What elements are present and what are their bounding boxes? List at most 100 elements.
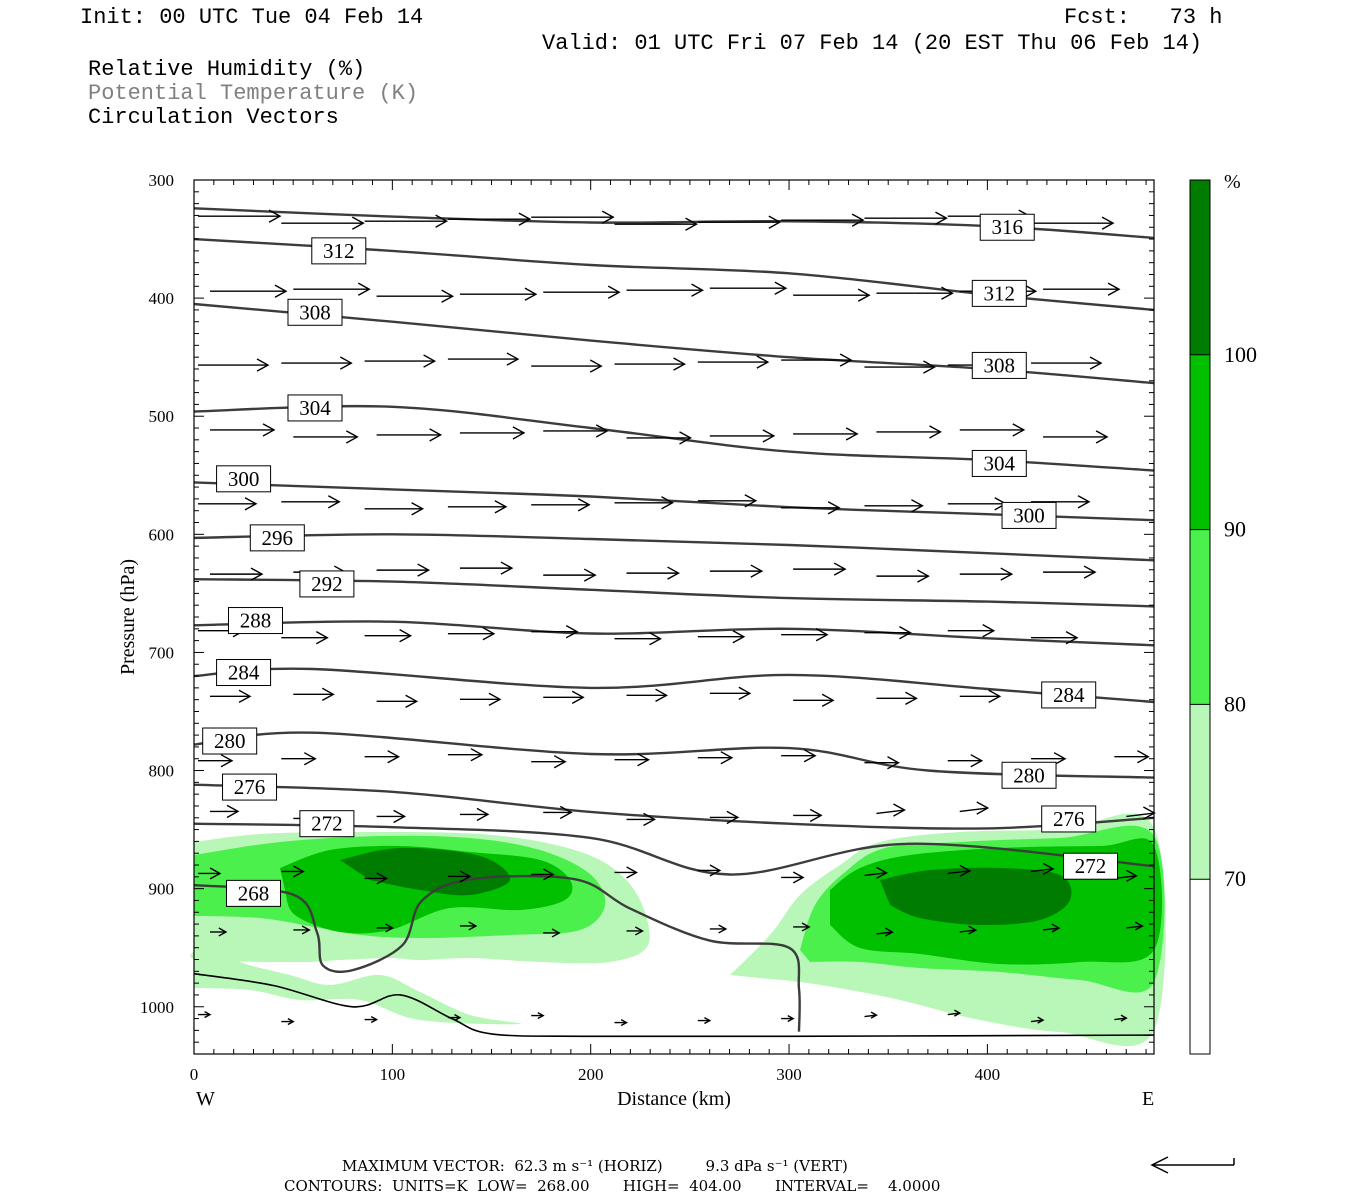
contour-label-box bbox=[1041, 805, 1097, 833]
contour-label-box bbox=[287, 298, 343, 326]
vector-arrow-head bbox=[1000, 567, 1014, 581]
vector-arrow-head bbox=[718, 924, 728, 934]
vector-arrow-head bbox=[315, 631, 329, 645]
y-tick-label: 300 bbox=[149, 171, 175, 190]
vector-arrow-head bbox=[1065, 631, 1079, 645]
vector-arrow-head bbox=[732, 630, 746, 644]
contour-label-316: 316 bbox=[991, 215, 1023, 239]
vector-arrow-head bbox=[482, 627, 496, 641]
terrain-layer bbox=[193, 972, 1155, 1038]
contour-label-box bbox=[249, 524, 305, 552]
vector-arrow-head bbox=[1024, 284, 1038, 298]
contour-label-304: 304 bbox=[984, 451, 1016, 475]
vector-arrow-head bbox=[1089, 356, 1103, 370]
y-tick-label: 800 bbox=[149, 762, 175, 781]
vector-arrow-head bbox=[1126, 869, 1138, 882]
vector-arrow-head bbox=[274, 284, 288, 298]
vector-arrow-head bbox=[839, 353, 853, 367]
vector-arrow-head bbox=[899, 626, 912, 640]
colorbar-segment bbox=[1190, 704, 1210, 880]
colorbar-frame bbox=[1189, 179, 1211, 1055]
colorbar-label: 80 bbox=[1224, 691, 1246, 716]
contour-label-308: 308 bbox=[299, 300, 331, 324]
axis-layer: 300 400 500 600 700 800 900 1000 0 100 200 300 400 bbox=[140, 171, 1154, 1084]
vector-arrow-head bbox=[870, 1011, 878, 1019]
reference-vector-arrow bbox=[1150, 1156, 1235, 1174]
vector-arrow bbox=[1114, 1017, 1127, 1021]
contour-label-box bbox=[226, 879, 282, 907]
vector-arrow bbox=[876, 809, 905, 815]
vector-arrow-head bbox=[351, 216, 365, 230]
vector-arrow-head bbox=[357, 282, 371, 296]
theta-contour-288 bbox=[193, 620, 1155, 647]
contour-label-284: 284 bbox=[228, 661, 260, 685]
vector-arrow-head bbox=[620, 1018, 628, 1027]
vector-arrow-head bbox=[673, 357, 686, 371]
vector-arrow-head bbox=[917, 569, 930, 583]
vector-arrow-head bbox=[226, 804, 240, 819]
contour-label-box bbox=[216, 659, 272, 687]
vector-arrow-head bbox=[256, 358, 270, 372]
vector-arrow-head bbox=[667, 566, 680, 580]
colorbar-unit: % bbox=[1224, 171, 1241, 193]
vector-arrow-head bbox=[385, 923, 395, 933]
contour-label-300: 300 bbox=[1013, 503, 1045, 527]
vector-arrow-head bbox=[876, 866, 888, 879]
vector-arrow-head bbox=[387, 750, 401, 764]
y-tick-label: 400 bbox=[149, 289, 175, 308]
vector-arrow-head bbox=[1012, 423, 1026, 437]
colorbar-label: 100 bbox=[1224, 342, 1257, 367]
vector-arrow-head bbox=[655, 688, 668, 702]
terrain-line bbox=[193, 972, 1155, 1038]
vector-arrow-head bbox=[626, 866, 638, 879]
y-axis-title: Pressure (hPa) bbox=[117, 559, 139, 675]
vector-arrow-head bbox=[209, 867, 222, 880]
x-left-end-label: W bbox=[196, 1088, 215, 1110]
vector-arrow-head bbox=[429, 428, 443, 442]
x-tick-label: 300 bbox=[776, 1065, 802, 1084]
vector-arrow-head bbox=[293, 865, 305, 878]
vector-arrow-head bbox=[595, 424, 609, 438]
valid-time: Valid: 01 UTC Fri 07 Feb 14 (20 EST Thu … bbox=[542, 31, 1203, 56]
vector-arrow-head bbox=[774, 281, 788, 295]
vector-arrow-head bbox=[1037, 1016, 1045, 1024]
vector-arrow bbox=[959, 929, 976, 933]
vector-arrow-head bbox=[268, 209, 282, 223]
y-tick-label: 500 bbox=[149, 407, 175, 426]
vector-arrow-head bbox=[553, 755, 567, 769]
contour-label-box bbox=[287, 394, 343, 422]
vector-arrow-head bbox=[1095, 430, 1109, 444]
contour-label-box bbox=[227, 607, 283, 635]
contour-label-292: 292 bbox=[311, 572, 343, 596]
vector-arrow-head bbox=[494, 500, 508, 514]
vector-arrow-head bbox=[468, 921, 478, 931]
vector-arrow-head bbox=[1134, 921, 1144, 931]
vector-arrow-head bbox=[537, 1011, 545, 1020]
contour-label-296: 296 bbox=[262, 526, 294, 550]
contour-label-280: 280 bbox=[214, 729, 246, 753]
vector-arrow-head bbox=[220, 754, 234, 768]
vector-arrow-head bbox=[601, 210, 615, 224]
contour-label-box bbox=[971, 449, 1027, 477]
colorbar-segment bbox=[1190, 354, 1210, 530]
vector-arrow-head bbox=[321, 687, 335, 701]
rh-70-region-west-lower bbox=[194, 940, 522, 1025]
field-theta-title: Potential Temperature (K) bbox=[88, 81, 419, 106]
vector-arrow-head bbox=[643, 812, 656, 827]
vector-arrow-head bbox=[512, 426, 526, 440]
x-tick-label: 100 bbox=[380, 1065, 406, 1084]
vector-arrow-head bbox=[589, 359, 603, 373]
vector-arrow-head bbox=[1120, 1014, 1128, 1022]
vector-arrow-head bbox=[809, 808, 823, 823]
vector-arrow-head bbox=[393, 809, 407, 824]
theta-contour-280 bbox=[193, 731, 1155, 779]
vector-arrow-head bbox=[884, 927, 894, 937]
vector-arrow-head bbox=[792, 871, 805, 884]
contour-label-box bbox=[299, 570, 355, 598]
theta-contour-292 bbox=[193, 578, 1155, 608]
vector-arrow-head bbox=[851, 213, 865, 227]
vector-arrow bbox=[959, 807, 988, 813]
vector-arrow-head bbox=[845, 427, 859, 441]
vector-arrow-head bbox=[303, 752, 317, 766]
